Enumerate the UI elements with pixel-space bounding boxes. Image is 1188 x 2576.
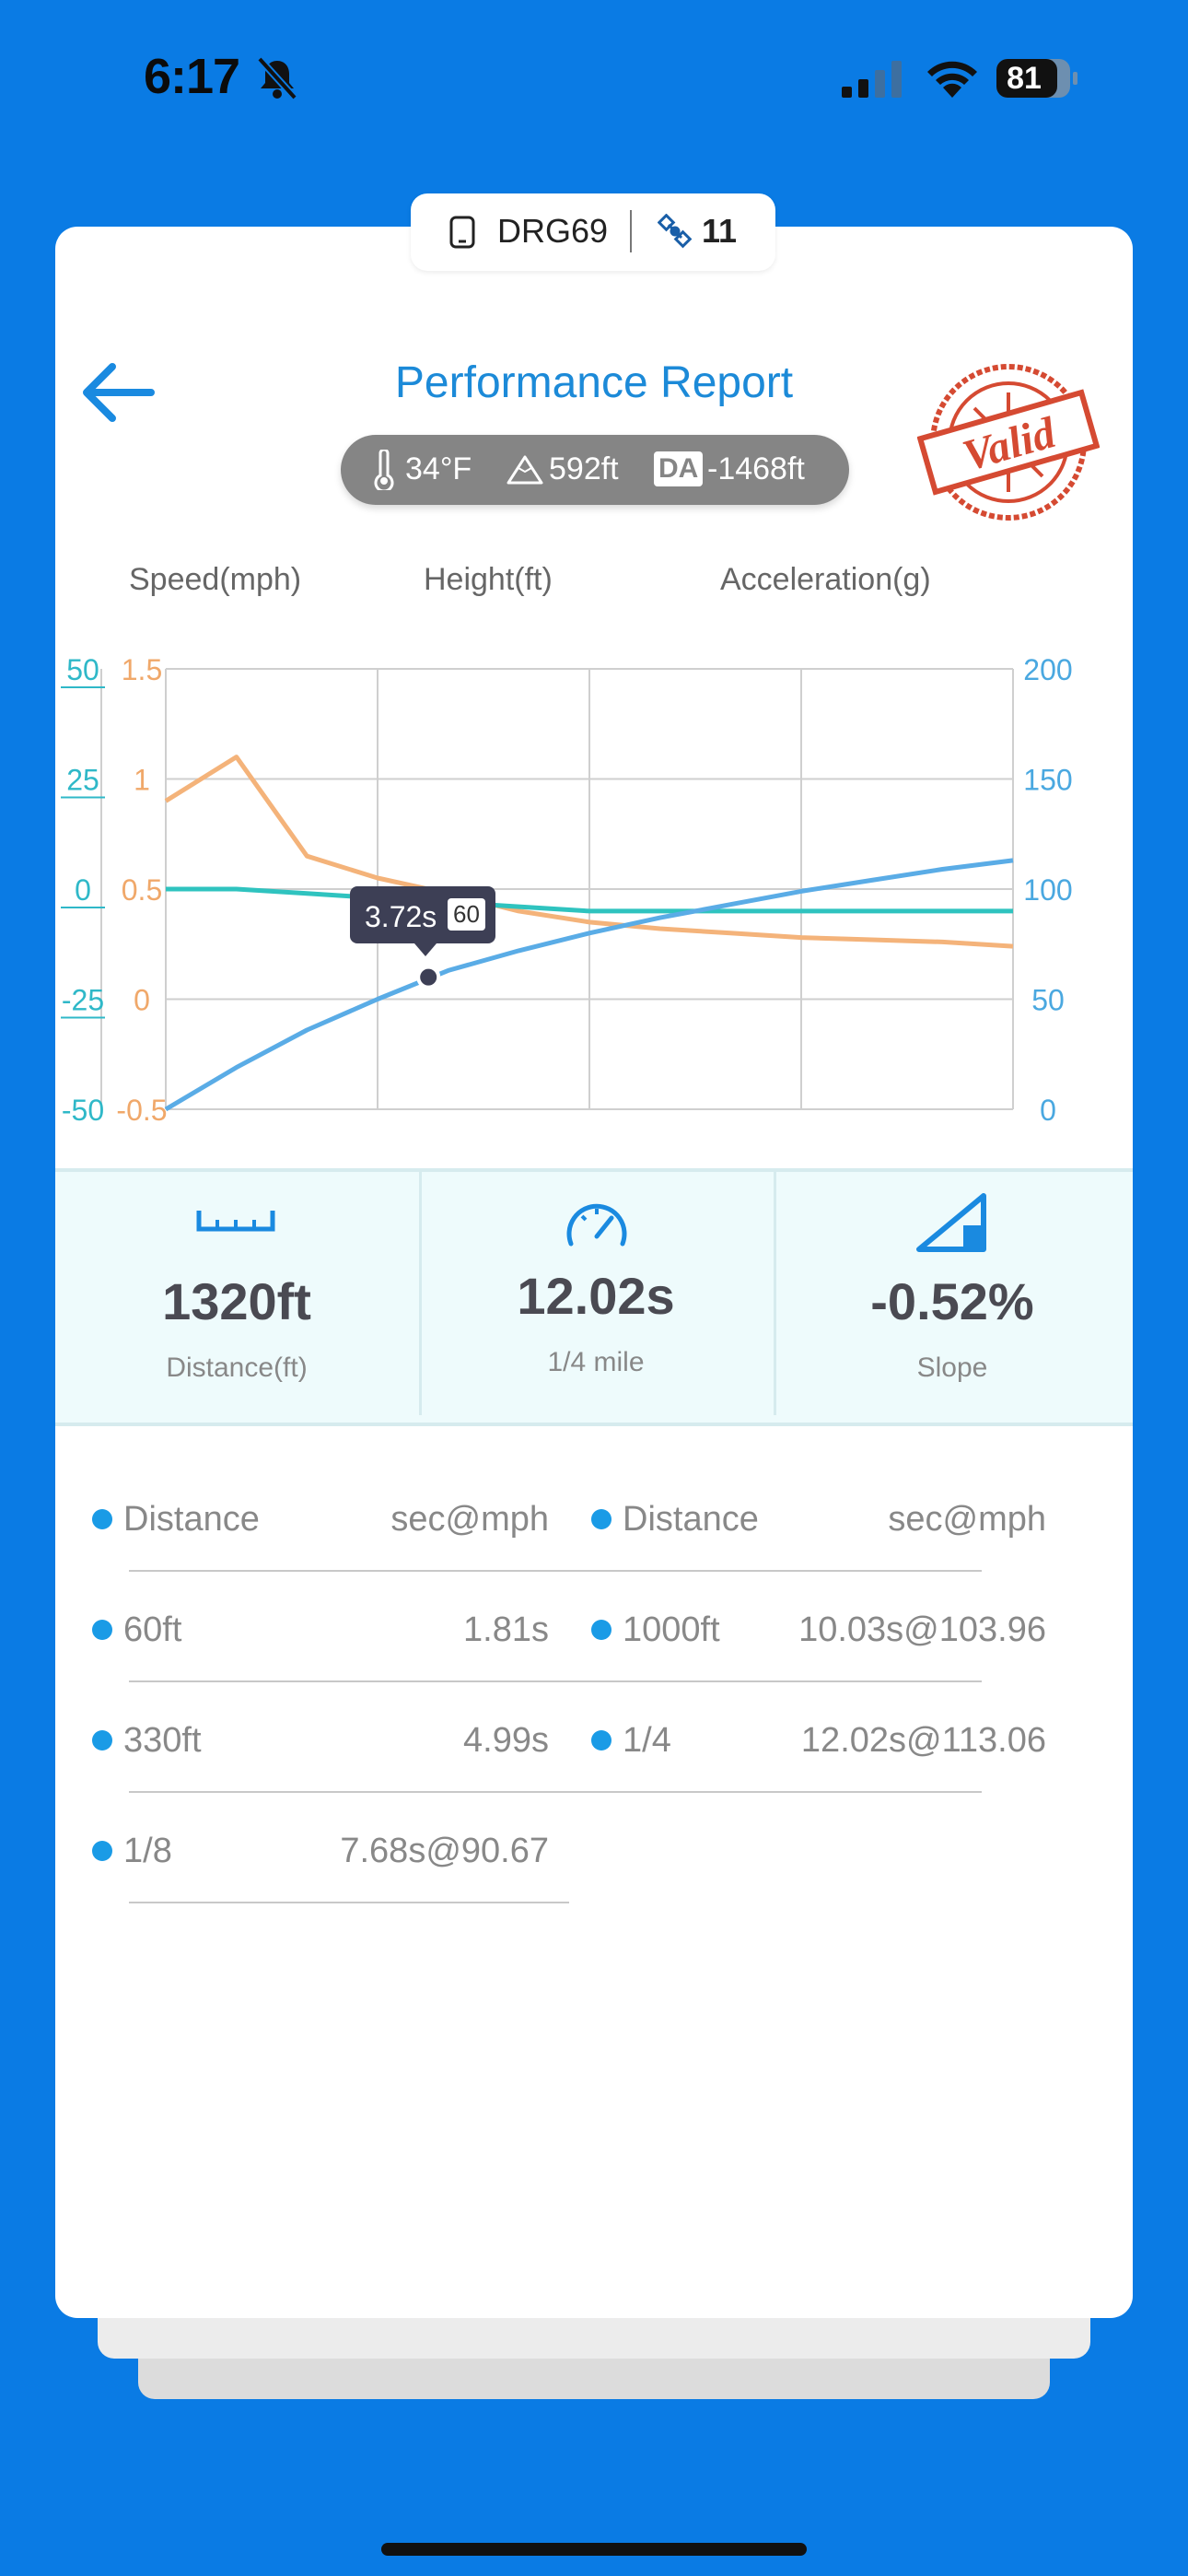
bullet-dot <box>591 1730 611 1751</box>
legend-acceleration: Acceleration(g) <box>720 562 931 597</box>
back-arrow-icon[interactable] <box>79 359 155 426</box>
chart-tooltip: 3.72s 60 <box>350 886 495 956</box>
bullet-dot <box>92 1620 112 1640</box>
table-divider <box>129 1902 569 1903</box>
legend-height: Height(ft) <box>424 562 553 597</box>
height-tick-label: 25 <box>66 764 99 797</box>
bell-muted-icon <box>257 56 297 100</box>
home-indicator <box>381 2543 807 2556</box>
split-time: 7.68s@90.67 <box>340 1832 549 1870</box>
table-divider <box>129 1570 982 1572</box>
device-name: DRG69 <box>497 212 609 250</box>
bullet-dot <box>92 1841 112 1861</box>
legend-height-dot <box>383 566 405 588</box>
temperature-value: 34°F <box>405 451 472 486</box>
table-divider <box>129 1791 982 1793</box>
height-tick-label: -50 <box>62 1094 104 1124</box>
wifi-icon <box>927 61 977 98</box>
table-header-distance: Distance <box>623 1500 759 1539</box>
battery-icon <box>996 59 1077 98</box>
height-tick-label: 0 <box>75 873 91 907</box>
legend-speed-dot <box>88 566 111 588</box>
satellite-count: 11 <box>702 212 738 250</box>
tooltip-time: 3.72s <box>365 900 437 933</box>
divider <box>630 210 632 252</box>
split-time: 10.03s@103.96 <box>798 1610 1046 1649</box>
table-divider <box>129 1680 982 1682</box>
performance-chart: 50 25 0 -25 -50 1.5 1 0.5 0 -0.5 200 150 100 50 0 <box>61 653 1073 1124</box>
acceleration-tick-label: 0 <box>134 984 150 1017</box>
acceleration-tick-label: -0.5 <box>116 1094 167 1124</box>
speedometer-icon <box>566 1203 627 1247</box>
density-altitude-value: -1468ft <box>707 451 805 486</box>
status-time: 6:17 <box>144 49 240 104</box>
split-distance: 330ft <box>123 1721 202 1760</box>
page-title: Performance Report <box>394 358 794 407</box>
split-distance: 60ft <box>123 1610 182 1649</box>
thermometer-icon <box>374 450 394 490</box>
legend-acceleration-dot <box>678 566 700 588</box>
satellite-icon <box>658 214 693 249</box>
split-distance: 1/4 <box>623 1721 671 1760</box>
stat-divider <box>419 1172 422 1415</box>
split-time: 4.99s <box>463 1721 549 1760</box>
stats-panel <box>55 1168 1133 1426</box>
table-header-value: sec@mph <box>390 1500 549 1539</box>
bullet-dot <box>591 1620 611 1640</box>
speed-tick-label: 200 <box>1023 653 1072 686</box>
altitude-value: 592ft <box>549 451 619 486</box>
bullet-dot <box>92 1730 112 1751</box>
valid-stamp-icon: Valid <box>917 364 1100 521</box>
height-tick-label: -25 <box>62 984 104 1017</box>
acceleration-tick-label: 1 <box>134 764 150 797</box>
speed-tick-label: 150 <box>1023 764 1072 797</box>
height-tick-label: 50 <box>66 653 99 686</box>
acceleration-line <box>164 755 1014 949</box>
acceleration-tick-label: 0.5 <box>122 873 162 907</box>
height-line <box>166 886 1013 914</box>
slope-value: -0.52% <box>870 1272 1034 1330</box>
quarter-mile-time: 12.02s <box>517 1267 675 1325</box>
ruler-icon <box>196 1211 275 1232</box>
battery-level: 81 <box>1007 61 1042 96</box>
speed-tick-label: 0 <box>1040 1094 1056 1124</box>
stat-divider <box>774 1172 776 1415</box>
speed-tick-label: 100 <box>1023 873 1072 907</box>
quarter-mile-label: 1/4 mile <box>547 1347 645 1377</box>
legend-speed: Speed(mph) <box>129 562 302 597</box>
speed-tick-label: 50 <box>1031 984 1065 1017</box>
table-header-value: sec@mph <box>888 1500 1046 1539</box>
da-badge: DA <box>654 451 704 486</box>
split-time: 12.02s@113.06 <box>800 1721 1046 1760</box>
distance-value: 1320ft <box>162 1272 311 1330</box>
speed-line <box>164 858 1014 1112</box>
tooltip-speed: 60 <box>448 898 485 931</box>
tooltip-marker <box>416 965 441 989</box>
mountain-icon <box>507 455 543 485</box>
table-header-distance: Distance <box>123 1500 260 1539</box>
device-tab[interactable]: DRG69 11 <box>411 193 775 271</box>
cellular-signal-icon <box>842 61 902 98</box>
slope-label: Slope <box>916 1352 988 1383</box>
split-time: 1.81s <box>463 1610 549 1649</box>
distance-label: Distance(ft) <box>166 1352 308 1383</box>
slope-icon <box>916 1193 986 1252</box>
split-distance: 1/8 <box>123 1832 172 1870</box>
bullet-dot <box>591 1509 611 1529</box>
weather-conditions: 34°F 592ft DA -1468ft <box>341 435 849 505</box>
split-distance: 1000ft <box>623 1610 720 1649</box>
acceleration-tick-label: 1.5 <box>122 653 162 686</box>
bullet-dot <box>92 1509 112 1529</box>
device-icon <box>449 216 475 249</box>
